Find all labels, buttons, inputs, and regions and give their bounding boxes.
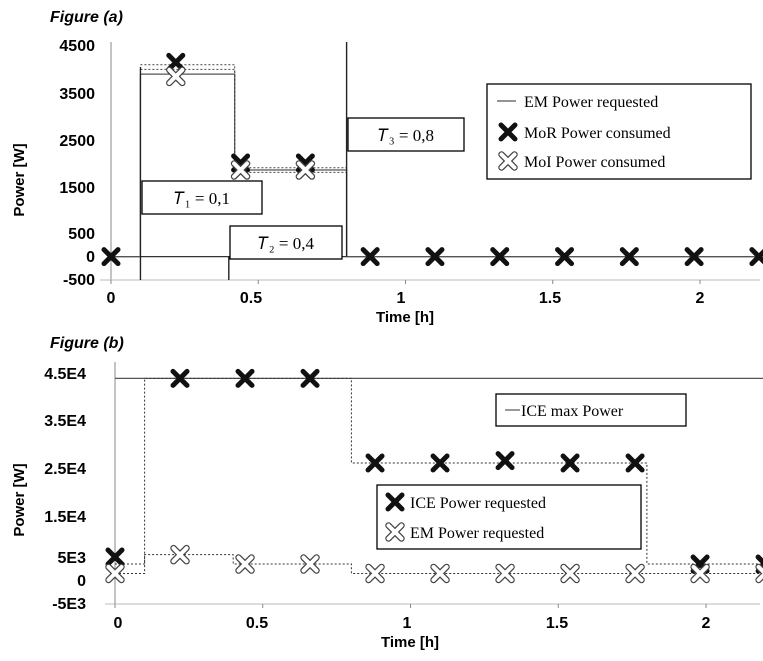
chart-b-ytick-label: 4.5E4: [44, 366, 86, 383]
filled-x-marker: [498, 122, 518, 142]
chart-b-legend-top: ICE max Power: [495, 393, 687, 427]
series-line-lower-dotted: [140, 68, 347, 173]
chart-b-x-axis-label: Time [h]: [381, 634, 439, 651]
chart-a-lines: [100, 42, 763, 284]
hollow-x-marker: [296, 161, 314, 179]
chart-a-xtick-label: 1.5: [539, 290, 561, 307]
chart-a-xtick-label: 1: [397, 290, 406, 307]
filled-x-marker: [235, 368, 255, 388]
chart-a-legend-label: MoI Power consumed: [524, 154, 665, 171]
filled-x-marker: [749, 247, 763, 267]
chart-b-ytick-label: 3.5E4: [44, 413, 86, 430]
annotation-t1-label: 𝑇₁ = 0,1: [174, 189, 230, 208]
filled-x-marker: [105, 547, 125, 567]
filled-x-marker: [365, 453, 385, 473]
chart-b-xtick-label: 1.5: [546, 615, 568, 632]
hollow-x-marker: [171, 546, 189, 564]
chart-a-x-axis-label: Time [h]: [376, 309, 434, 326]
filled-x-marker: [430, 453, 450, 473]
filled-x-marker: [625, 453, 645, 473]
chart-a: Figure (a) 4500 3500 2500 1500 500 0 -50…: [11, 9, 763, 326]
chart-a-ytick-label: 4500: [59, 38, 95, 55]
annotation-t3: 𝑇₃ = 0,8: [347, 117, 465, 152]
hollow-x-marker: [691, 564, 709, 582]
chart-a-ytick-label: 1500: [59, 180, 95, 197]
chart-b-title: Figure (b): [50, 335, 124, 352]
filled-x-marker: [495, 451, 515, 471]
hollow-x-marker: [496, 564, 514, 582]
chart-a-y-axis-label: Power [W]: [11, 143, 28, 216]
hollow-x-marker: [232, 161, 250, 179]
hollow-x-marker: [499, 152, 517, 170]
filled-x-marker: [619, 247, 639, 267]
filled-x-marker: [684, 247, 704, 267]
chart-b-legend-label: EM Power requested: [410, 525, 544, 542]
chart-b-xtick-label: 0.5: [246, 615, 268, 632]
chart-b-legend-label: ICE Power requested: [410, 495, 546, 512]
chart-a-ytick-label: 3500: [59, 86, 95, 103]
hollow-x-marker: [106, 564, 124, 582]
filled-x-marker: [385, 492, 405, 512]
chart-b-ytick-label: 0: [77, 573, 86, 590]
hollow-x-marker: [301, 555, 319, 573]
hollow-x-marker: [561, 564, 579, 582]
series-line-dotted-step: [115, 554, 763, 574]
chart-b-xtick-label: 2: [702, 615, 711, 632]
annotation-t2: 𝑇₂ = 0,4: [229, 225, 343, 260]
hollow-x-marker: [386, 523, 404, 541]
filled-x-marker: [300, 368, 320, 388]
chart-b-ytick-label: 5E3: [58, 550, 87, 567]
chart-b-y-axis-label: Power [W]: [11, 463, 28, 536]
filled-x-marker: [360, 247, 380, 267]
filled-x-marker: [425, 247, 445, 267]
annotation-t2-label: 𝑇₂ = 0,4: [258, 234, 315, 253]
chart-b-legend-bottom: ICE Power requested EM Power requested: [376, 484, 642, 550]
chart-a-xtick-label: 0.5: [240, 290, 262, 307]
chart-b-xtick-label: 0: [114, 615, 123, 632]
chart-b-lines: [105, 362, 763, 608]
hollow-x-marker: [626, 564, 644, 582]
hollow-x-marker: [236, 555, 254, 573]
chart-b-ytick-label: -5E3: [52, 596, 86, 613]
chart-a-legend: EM Power requested MoR Power consumed Mo…: [486, 83, 752, 180]
annotation-t3-label: 𝑇₃ = 0,8: [378, 126, 434, 145]
filled-x-marker: [101, 247, 121, 267]
filled-x-marker: [170, 368, 190, 388]
chart-b-xtick-label: 1: [403, 615, 412, 632]
chart-a-title: Figure (a): [50, 9, 123, 26]
chart-b-legend-label: ICE max Power: [521, 403, 624, 420]
hollow-x-marker: [756, 564, 763, 582]
hollow-x-marker: [366, 564, 384, 582]
hollow-x-marker: [167, 67, 185, 85]
chart-a-ytick-label: 2500: [59, 133, 95, 150]
filled-x-marker: [166, 52, 186, 72]
filled-x-marker: [555, 247, 575, 267]
series-line-dotted-step: [115, 377, 763, 565]
chart-a-ytick-label: 500: [68, 226, 95, 243]
chart-a-legend-label: EM Power requested: [524, 94, 658, 111]
chart-a-ytick-label: 0: [86, 249, 95, 266]
chart-b-ytick-label: 1.5E4: [44, 509, 86, 526]
chart-b: Figure (b) 4.5E4 3.5E4 2.5E4 1.5E4 5E3 0…: [11, 335, 763, 651]
chart-a-xtick-label: 0: [107, 290, 116, 307]
chart-a-xtick-label: 2: [696, 290, 705, 307]
chart-a-legend-label: MoR Power consumed: [524, 125, 671, 142]
legend-filled-x-marker: [385, 492, 405, 512]
hollow-x-marker: [431, 564, 449, 582]
annotation-t1: 𝑇₁ = 0,1: [141, 180, 263, 215]
legend-hollow-x-marker: [498, 151, 518, 171]
filled-x-marker: [560, 453, 580, 473]
filled-x-marker: [490, 247, 510, 267]
legend-filled-x-marker: [498, 122, 518, 142]
chart-b-ytick-label: 2.5E4: [44, 461, 86, 478]
legend-hollow-x-marker: [385, 522, 405, 542]
chart-a-ytick-label: -500: [63, 272, 95, 289]
